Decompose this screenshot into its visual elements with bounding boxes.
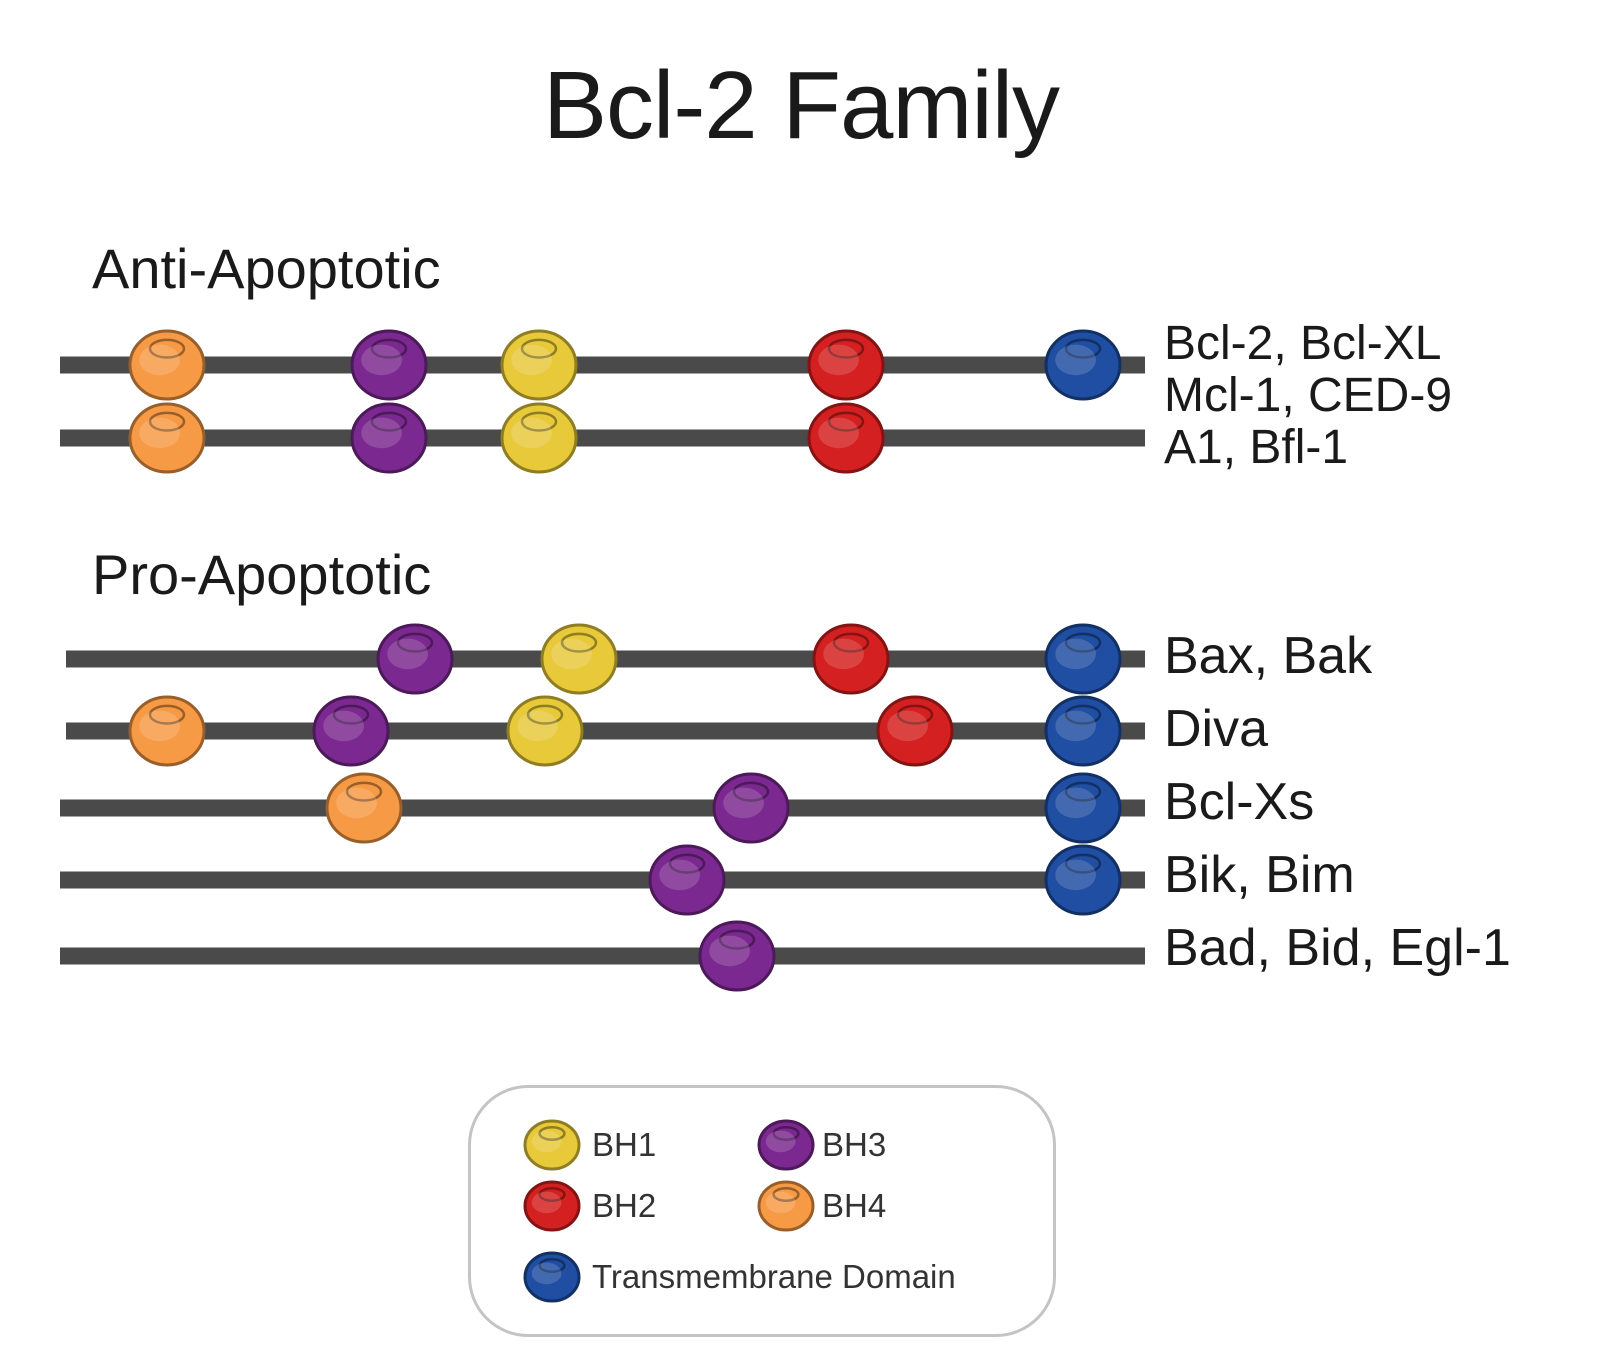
domain-bh4-bclxs (325, 772, 403, 844)
legend-bead-bh2 (523, 1180, 581, 1232)
domain-bh3-bik-bim (648, 844, 726, 916)
protein-label-bad-bid-egl1: Bad, Bid, Egl-1 (1164, 919, 1511, 977)
domain-tm-bcl2-bclxl (1044, 329, 1122, 401)
domain-bh3-bax-bak (376, 623, 454, 695)
legend-bead-bh1 (523, 1119, 581, 1171)
legend-bead-bh3 (757, 1119, 815, 1171)
domain-bh4-bcl2-bclxl (128, 329, 206, 401)
domain-bh2-diva (876, 695, 954, 767)
section-anti-apoptotic: Anti-Apoptotic (92, 237, 441, 300)
domain-bh1-diva (506, 695, 584, 767)
domain-bh3-diva (312, 695, 390, 767)
domain-tm-bik-bim (1044, 844, 1122, 916)
domain-bh3-bcl2-bclxl (350, 329, 428, 401)
domain-bh2-a1-bfl1 (807, 402, 885, 474)
domain-bh1-bax-bak (540, 623, 618, 695)
domain-tm-bax-bak (1044, 623, 1122, 695)
domain-tm-bclxs (1044, 772, 1122, 844)
legend-label-transmembrane: Transmembrane Domain (592, 1258, 956, 1295)
domain-bh1-a1-bfl1 (500, 402, 578, 474)
legend-label-bh1: BH1 (592, 1126, 657, 1163)
legend-label-bh3: BH3 (822, 1126, 887, 1163)
legend-bead-bh4 (757, 1180, 815, 1232)
protein-label-a1-bfl1: A1, Bfl-1 (1164, 421, 1349, 474)
legend-label-bh2: BH2 (592, 1187, 657, 1224)
domain-bh3-a1-bfl1 (350, 402, 428, 474)
section-pro-apoptotic: Pro-Apoptotic (92, 543, 432, 606)
domain-tm-diva (1044, 695, 1122, 767)
protein-label-diva: Diva (1164, 700, 1269, 758)
domain-bh2-bax-bak (812, 623, 890, 695)
protein-label-bcl2-bclxl: Bcl-2, Bcl-XL (1164, 317, 1442, 370)
domain-bh4-a1-bfl1 (128, 402, 206, 474)
domain-bh4-diva (128, 695, 206, 767)
protein-label-bik-bim: Bik, Bim (1164, 846, 1355, 904)
legend-bead-tm (523, 1251, 581, 1303)
domain-bh1-bcl2-bclxl (500, 329, 578, 401)
diagram-title: Bcl-2 Family (542, 52, 1060, 159)
protein-label-mcl1-ced9: Mcl-1, CED-9 (1164, 369, 1453, 422)
protein-label-bax-bak: Bax, Bak (1164, 627, 1373, 685)
domain-bh2-bcl2-bclxl (807, 329, 885, 401)
domain-bh3-bad-bid-egl1 (698, 920, 776, 992)
legend-label-bh4: BH4 (822, 1187, 887, 1224)
protein-label-bclxs: Bcl-Xs (1164, 773, 1315, 831)
legend (468, 1085, 1056, 1337)
domain-bh3-bclxs (712, 772, 790, 844)
